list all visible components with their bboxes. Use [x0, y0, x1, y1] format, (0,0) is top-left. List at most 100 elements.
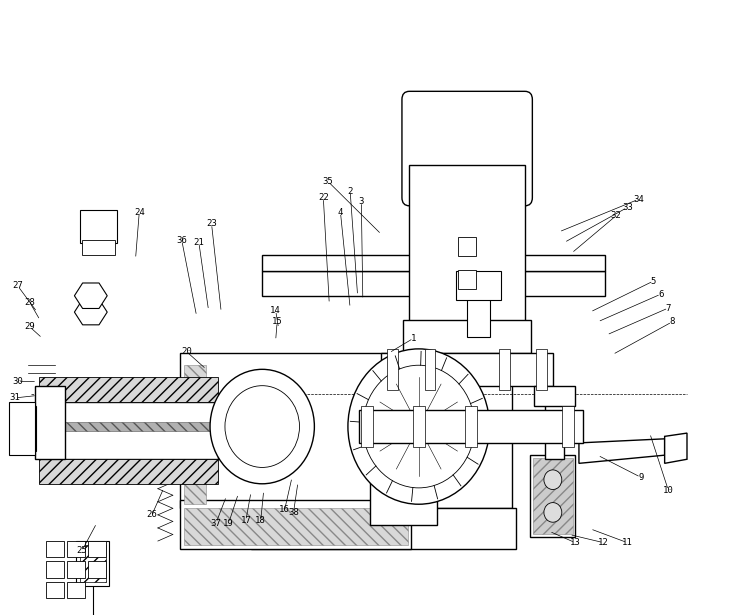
Text: 11: 11 [622, 538, 633, 547]
Polygon shape [665, 433, 687, 463]
Circle shape [479, 126, 491, 139]
Bar [468, 296, 489, 336]
Bar [459, 270, 476, 289]
Bar [387, 349, 398, 390]
Bar [46, 541, 64, 557]
Text: 28: 28 [25, 298, 35, 307]
Text: 8: 8 [669, 317, 675, 326]
Bar [88, 541, 105, 557]
Text: 18: 18 [255, 516, 266, 525]
Text: 23: 23 [206, 219, 217, 229]
Polygon shape [251, 476, 299, 508]
Bar [46, 561, 64, 578]
Bar [361, 406, 373, 447]
Text: 7: 7 [666, 304, 671, 312]
Text: 21: 21 [194, 238, 204, 247]
Bar [67, 561, 85, 578]
Text: 37: 37 [211, 519, 221, 527]
Bar [465, 406, 476, 447]
Bar [381, 353, 553, 386]
Bar [456, 271, 500, 300]
Text: 10: 10 [663, 486, 674, 495]
Polygon shape [74, 299, 107, 325]
Bar [46, 582, 64, 598]
Polygon shape [184, 508, 408, 545]
Text: 27: 27 [13, 282, 23, 290]
Bar [562, 406, 574, 447]
Bar [180, 500, 411, 549]
Text: 2: 2 [348, 187, 353, 195]
Bar [263, 271, 605, 296]
FancyBboxPatch shape [402, 91, 533, 206]
Bar [425, 349, 435, 390]
Text: 30: 30 [13, 377, 23, 386]
Text: 12: 12 [598, 538, 609, 547]
Text: 36: 36 [177, 236, 187, 245]
Text: 4: 4 [338, 208, 343, 217]
Bar [76, 541, 109, 586]
Circle shape [408, 415, 430, 439]
Circle shape [348, 349, 489, 505]
Text: 14: 14 [270, 306, 281, 315]
Bar [499, 349, 509, 390]
Polygon shape [61, 423, 210, 431]
Circle shape [544, 470, 562, 490]
Text: 25: 25 [76, 546, 88, 556]
Bar [67, 541, 85, 557]
Text: 31: 31 [10, 394, 20, 402]
Polygon shape [533, 458, 573, 535]
Text: 35: 35 [322, 177, 333, 186]
Text: 19: 19 [224, 519, 234, 527]
Bar [409, 165, 525, 328]
Text: 33: 33 [622, 203, 633, 212]
Polygon shape [579, 439, 665, 463]
Text: 13: 13 [570, 538, 580, 547]
Circle shape [363, 365, 474, 488]
Circle shape [225, 386, 299, 468]
Bar [39, 402, 218, 460]
Bar [39, 378, 218, 402]
Text: 5: 5 [651, 277, 656, 286]
Bar [545, 402, 564, 460]
Text: 22: 22 [318, 193, 328, 202]
Bar [403, 320, 531, 353]
Bar [536, 349, 547, 390]
Text: 24: 24 [134, 208, 144, 217]
Bar [79, 210, 117, 243]
Text: 29: 29 [25, 322, 35, 331]
Circle shape [210, 370, 314, 484]
Circle shape [544, 503, 562, 522]
Bar [9, 402, 35, 455]
Bar [251, 370, 512, 508]
Polygon shape [74, 283, 107, 309]
Polygon shape [385, 365, 408, 505]
Bar [67, 582, 85, 598]
Text: 1: 1 [411, 334, 416, 342]
Bar [39, 460, 218, 484]
Bar [459, 237, 476, 256]
Polygon shape [184, 365, 206, 505]
Bar [35, 386, 65, 460]
Circle shape [443, 126, 455, 139]
Bar [534, 386, 575, 406]
Text: 16: 16 [279, 506, 290, 514]
Text: 20: 20 [181, 347, 191, 356]
Bar [79, 545, 105, 582]
Text: 3: 3 [358, 197, 364, 206]
Bar [88, 561, 105, 578]
Text: 15: 15 [272, 317, 283, 326]
Text: 32: 32 [611, 211, 622, 220]
Text: 9: 9 [638, 472, 643, 482]
Bar [263, 255, 605, 271]
Text: 34: 34 [633, 195, 644, 204]
Bar [370, 410, 438, 525]
Text: 6: 6 [658, 290, 663, 299]
Bar [13, 406, 37, 451]
Bar [359, 410, 583, 443]
Bar [82, 240, 114, 255]
Text: 26: 26 [147, 511, 157, 519]
Bar [530, 455, 575, 537]
Bar [413, 406, 425, 447]
Text: 17: 17 [240, 516, 251, 525]
Bar [251, 508, 515, 549]
